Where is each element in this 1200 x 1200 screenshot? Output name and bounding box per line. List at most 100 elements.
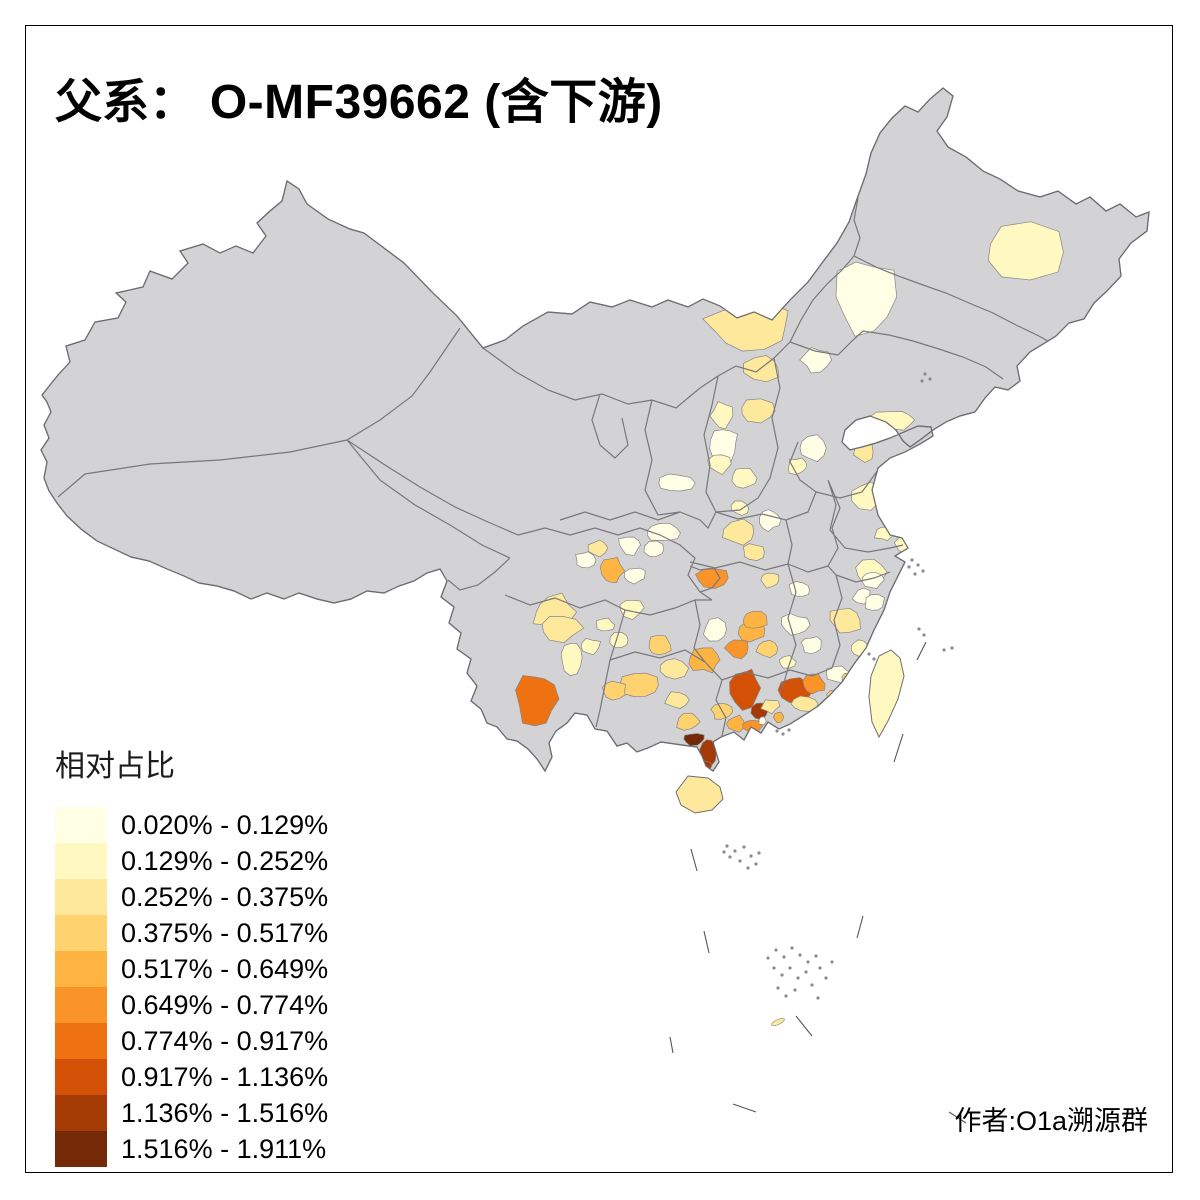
islet-dot [754, 862, 758, 866]
islet-dot [725, 844, 729, 848]
prefecture-region [560, 642, 583, 677]
islet-dot [830, 960, 834, 964]
prefecture-region [609, 632, 629, 649]
dash-line-segment [703, 930, 710, 954]
author-credit: 作者:O1a溯源群 [954, 1106, 1148, 1136]
islet-dot [776, 986, 780, 990]
legend-row: 0.252% - 0.375% [55, 879, 328, 915]
prefecture-region [822, 710, 839, 724]
legend-row: 0.917% - 1.136% [55, 1059, 328, 1095]
prefecture-region [596, 617, 616, 632]
prefecture-region [664, 691, 690, 709]
legend-swatch-2 [55, 843, 107, 879]
prefecture-region [802, 673, 826, 695]
legend-row: 1.136% - 1.516% [55, 1095, 328, 1131]
legend-swatch-4 [55, 915, 107, 951]
prefecture-region [618, 536, 642, 556]
prefecture-region [587, 539, 609, 558]
prefecture-region [755, 639, 779, 658]
islet-dot [784, 994, 788, 998]
islet-dot [793, 988, 797, 992]
prefecture-region [741, 398, 776, 424]
prefecture-region [787, 457, 808, 475]
prefecture-region [658, 473, 696, 492]
legend-swatch-10 [55, 1131, 107, 1167]
islet-dot [917, 627, 921, 631]
prefecture-region [729, 668, 762, 711]
prefecture-region [541, 616, 585, 644]
legend-title: 相对占比 [55, 750, 175, 783]
islet-dot [923, 372, 927, 376]
islet-dot [922, 633, 926, 637]
prefecture-region [601, 680, 626, 701]
legend-label: 0.517% - 0.649% [121, 954, 329, 984]
dash-line-segment [795, 1015, 813, 1037]
legend-swatch-1 [55, 807, 107, 843]
islet-dot [910, 558, 914, 562]
nine-dash-line [669, 641, 967, 1124]
prefecture-region [742, 543, 765, 561]
legend-row: 0.129% - 0.252% [55, 843, 328, 879]
legend-swatch-6 [55, 987, 107, 1023]
islet-dot [757, 851, 761, 855]
islet-dot [749, 854, 753, 858]
prefecture-region [987, 221, 1064, 281]
legend-label: 0.649% - 0.774% [121, 990, 329, 1020]
prefecture-region [723, 639, 749, 660]
province-borders [57, 197, 1049, 737]
islet-dot [816, 996, 820, 1000]
prefecture-region [773, 711, 785, 724]
islet-dot [790, 946, 794, 950]
legend-swatch-5 [55, 951, 107, 987]
islet-dot [782, 955, 786, 959]
prefecture-region [829, 607, 861, 634]
islet-dot [728, 855, 732, 859]
dash-line-segment [732, 1103, 757, 1113]
legend-swatch-7 [55, 1023, 107, 1059]
legend-label: 0.252% - 0.375% [121, 882, 329, 912]
prefecture-region [648, 634, 672, 656]
hainan-island [675, 775, 724, 814]
legend-label: 0.375% - 0.517% [121, 918, 329, 948]
legend-swatch-9 [55, 1095, 107, 1131]
legend-row: 0.020% - 0.129% [55, 807, 328, 843]
prefecture-region [683, 733, 705, 747]
prefecture-region [695, 568, 729, 589]
prefecture-region [826, 689, 842, 705]
islet-dot [942, 648, 946, 652]
prefecture-region [864, 594, 885, 611]
islet-dot [733, 849, 737, 853]
islet-dot [950, 646, 954, 650]
prefecture-region [722, 518, 755, 546]
prefecture-region [742, 610, 768, 629]
prefecture-region [580, 638, 602, 656]
islet-dot [798, 953, 802, 957]
islet-dot [920, 379, 924, 383]
legend-label: 1.516% - 1.911% [121, 1134, 327, 1164]
prefecture-region [726, 714, 746, 733]
islet-dot [814, 954, 818, 958]
dash-line-segment [893, 733, 904, 763]
south-china-sea-islands [722, 372, 954, 1000]
islet-dot [824, 976, 828, 980]
islet-dot [772, 966, 776, 970]
legend-row: 0.517% - 0.649% [55, 951, 328, 987]
dash-line-segment [856, 915, 864, 939]
dash-line-segment [916, 641, 927, 661]
legend-label: 1.136% - 1.516% [121, 1098, 329, 1128]
islet-dot [774, 948, 778, 952]
islet-dot [775, 729, 779, 733]
title-prefix: 父系： [55, 75, 196, 130]
prefecture-region [703, 617, 727, 642]
prefecture-region [623, 567, 646, 585]
dash-line-segment [948, 1111, 967, 1124]
legend-label: 0.020% - 0.129% [121, 810, 329, 840]
islet-dot [780, 973, 784, 977]
prefecture-region [515, 675, 560, 727]
legend-label: 0.917% - 1.136% [121, 1062, 329, 1092]
islet-dot [796, 976, 800, 980]
prefecture-region [659, 658, 690, 680]
page-title: 父系： O-MF39662 (含下游) [55, 62, 663, 132]
prefecture-region [760, 572, 780, 589]
